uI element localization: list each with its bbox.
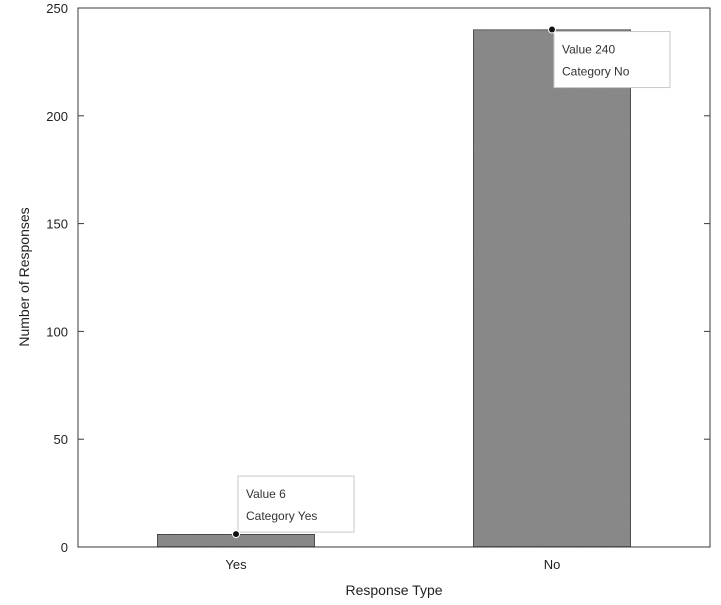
datatips: Value 6 Category Yes Value 240 Category No: [232, 25, 671, 539]
y-tick-label: 0: [61, 540, 68, 555]
y-tick-label: 150: [46, 217, 68, 232]
y-axis-label: Number of Responses: [16, 207, 32, 346]
datatip-box: [553, 31, 671, 89]
datatip-value-text: Value 6: [246, 487, 286, 501]
x-axis: Yes No: [225, 541, 560, 572]
datatip-box: [237, 475, 355, 533]
datatip-category-text: Category No: [562, 65, 630, 79]
y-tick-label: 50: [54, 432, 68, 447]
datatip-no[interactable]: Value 240 Category No: [548, 25, 671, 89]
datatip-marker: [548, 25, 556, 34]
bars: [156, 28, 632, 548]
datatip-marker: [232, 530, 240, 539]
y-tick-label: 200: [46, 109, 68, 124]
datatip-category-text: Category Yes: [246, 509, 317, 523]
y-axis: 0 50 100 150 200 250: [46, 1, 710, 555]
bar-no[interactable]: [472, 28, 632, 548]
datatip-yes[interactable]: Value 6 Category Yes: [232, 475, 355, 539]
x-tick-label-no: No: [544, 557, 561, 572]
x-tick-label-yes: Yes: [225, 557, 247, 572]
datatip-value-text: Value 240: [562, 43, 615, 57]
y-tick-label: 250: [46, 1, 68, 16]
x-axis-label: Response Type: [345, 582, 442, 598]
y-tick-label: 100: [46, 324, 68, 339]
